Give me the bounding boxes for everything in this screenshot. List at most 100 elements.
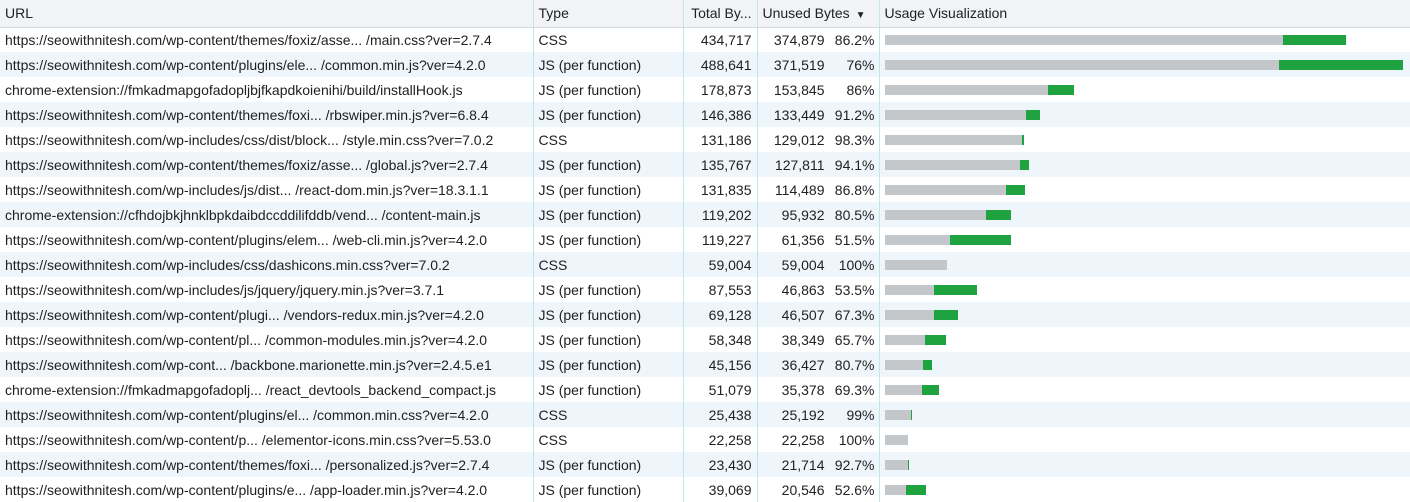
type-cell: JS (per function) [533, 102, 683, 127]
url-cell[interactable]: https://seowithnitesh.com/wp-content/the… [0, 27, 533, 52]
used-bytes-bar [950, 235, 1011, 245]
unused-bytes-value: 153,845 [774, 82, 825, 98]
table-row[interactable]: chrome-extension://fmkadmapgofadopljbjfk… [0, 77, 1410, 102]
column-header-unused-bytes[interactable]: Unused Bytes▼ [757, 0, 879, 27]
usage-bar [885, 235, 1406, 245]
usage-visualization-cell [879, 327, 1410, 352]
table-row[interactable]: https://seowithnitesh.com/wp-includes/js… [0, 177, 1410, 202]
used-bytes-bar [923, 360, 932, 370]
unused-percent: 92.7% [831, 457, 875, 473]
unused-percent: 80.7% [831, 357, 875, 373]
type-cell: JS (per function) [533, 227, 683, 252]
column-header-url[interactable]: URL [0, 0, 533, 27]
url-cell[interactable]: https://seowithnitesh.com/wp-content/plu… [0, 402, 533, 427]
usage-bar [885, 185, 1406, 195]
table-row[interactable]: https://seowithnitesh.com/wp-cont... /ba… [0, 352, 1410, 377]
usage-bar [885, 460, 1406, 470]
table-row[interactable]: https://seowithnitesh.com/wp-content/plu… [0, 477, 1410, 502]
column-header-usage-visualization[interactable]: Usage Visualization [879, 0, 1410, 27]
url-cell[interactable]: https://seowithnitesh.com/wp-includes/js… [0, 177, 533, 202]
table-row[interactable]: https://seowithnitesh.com/wp-content/plu… [0, 402, 1410, 427]
url-cell[interactable]: https://seowithnitesh.com/wp-content/p..… [0, 427, 533, 452]
used-bytes-bar [1022, 135, 1024, 145]
unused-bytes-value: 38,349 [782, 332, 825, 348]
unused-bytes-value: 21,714 [782, 457, 825, 473]
table-row[interactable]: https://seowithnitesh.com/wp-content/the… [0, 152, 1410, 177]
usage-visualization-cell [879, 52, 1410, 77]
table-row[interactable]: https://seowithnitesh.com/wp-content/the… [0, 27, 1410, 52]
table-row[interactable]: https://seowithnitesh.com/wp-content/pl.… [0, 327, 1410, 352]
usage-bar [885, 385, 1406, 395]
url-cell[interactable]: https://seowithnitesh.com/wp-includes/js… [0, 277, 533, 302]
table-row[interactable]: https://seowithnitesh.com/wp-content/the… [0, 452, 1410, 477]
unused-percent: 76% [831, 57, 875, 73]
usage-visualization-cell [879, 202, 1410, 227]
unused-bytes-value: 127,811 [775, 157, 825, 173]
url-cell[interactable]: https://seowithnitesh.com/wp-content/plu… [0, 477, 533, 502]
unused-percent: 86.8% [831, 182, 875, 198]
column-header-total-bytes[interactable]: Total By... [683, 0, 757, 27]
used-bytes-bar [922, 385, 939, 395]
total-bytes-cell: 135,767 [683, 152, 757, 177]
url-cell[interactable]: https://seowithnitesh.com/wp-content/the… [0, 452, 533, 477]
table-row[interactable]: https://seowithnitesh.com/wp-content/p..… [0, 427, 1410, 452]
usage-bar [885, 285, 1406, 295]
usage-visualization-cell [879, 77, 1410, 102]
url-cell[interactable]: https://seowithnitesh.com/wp-includes/cs… [0, 252, 533, 277]
url-cell[interactable]: https://seowithnitesh.com/wp-cont... /ba… [0, 352, 533, 377]
url-cell[interactable]: https://seowithnitesh.com/wp-includes/cs… [0, 127, 533, 152]
unused-bytes-bar [885, 385, 923, 395]
total-bytes-cell: 434,717 [683, 27, 757, 52]
unused-bytes-bar [885, 210, 987, 220]
usage-visualization-cell [879, 127, 1410, 152]
table-row[interactable]: chrome-extension://fmkadmapgofadoplj... … [0, 377, 1410, 402]
table-row[interactable]: https://seowithnitesh.com/wp-includes/js… [0, 277, 1410, 302]
url-cell[interactable]: https://seowithnitesh.com/wp-content/plu… [0, 227, 533, 252]
unused-percent: 65.7% [831, 332, 875, 348]
total-bytes-cell: 45,156 [683, 352, 757, 377]
unused-bytes-bar [885, 85, 1048, 95]
table-row[interactable]: https://seowithnitesh.com/wp-content/plu… [0, 52, 1410, 77]
unused-bytes-bar [885, 485, 907, 495]
url-cell[interactable]: chrome-extension://fmkadmapgofadopljbjfk… [0, 77, 533, 102]
unused-bytes-bar [885, 160, 1021, 170]
type-cell: JS (per function) [533, 277, 683, 302]
unused-percent: 100% [831, 257, 875, 273]
table-row[interactable]: https://seowithnitesh.com/wp-content/plu… [0, 302, 1410, 327]
url-cell[interactable]: https://seowithnitesh.com/wp-content/plu… [0, 52, 533, 77]
table-row[interactable]: https://seowithnitesh.com/wp-content/plu… [0, 227, 1410, 252]
url-cell[interactable]: https://seowithnitesh.com/wp-content/the… [0, 152, 533, 177]
total-bytes-cell: 51,079 [683, 377, 757, 402]
url-cell[interactable]: chrome-extension://fmkadmapgofadoplj... … [0, 377, 533, 402]
unused-bytes-value: 35,378 [782, 382, 825, 398]
table-row[interactable]: https://seowithnitesh.com/wp-content/the… [0, 102, 1410, 127]
table-row[interactable]: chrome-extension://cfhdojbkjhnklbpkdaibd… [0, 202, 1410, 227]
used-bytes-bar [1026, 110, 1040, 120]
type-cell: JS (per function) [533, 77, 683, 102]
url-cell[interactable]: https://seowithnitesh.com/wp-content/plu… [0, 302, 533, 327]
url-cell[interactable]: chrome-extension://cfhdojbkjhnklbpkdaibd… [0, 202, 533, 227]
column-header-type[interactable]: Type [533, 0, 683, 27]
type-cell: JS (per function) [533, 202, 683, 227]
url-cell[interactable]: https://seowithnitesh.com/wp-content/pl.… [0, 327, 533, 352]
table-row[interactable]: https://seowithnitesh.com/wp-includes/cs… [0, 127, 1410, 152]
url-cell[interactable]: https://seowithnitesh.com/wp-content/the… [0, 102, 533, 127]
usage-visualization-cell [879, 477, 1410, 502]
usage-visualization-cell [879, 277, 1410, 302]
unused-bytes-value: 22,258 [782, 432, 825, 448]
total-bytes-cell: 39,069 [683, 477, 757, 502]
type-cell: CSS [533, 427, 683, 452]
table-row[interactable]: https://seowithnitesh.com/wp-includes/cs… [0, 252, 1410, 277]
usage-visualization-cell [879, 227, 1410, 252]
unused-bytes-cell: 21,714 92.7% [757, 452, 879, 477]
usage-visualization-cell [879, 452, 1410, 477]
usage-bar [885, 35, 1406, 45]
used-bytes-bar [906, 485, 926, 495]
